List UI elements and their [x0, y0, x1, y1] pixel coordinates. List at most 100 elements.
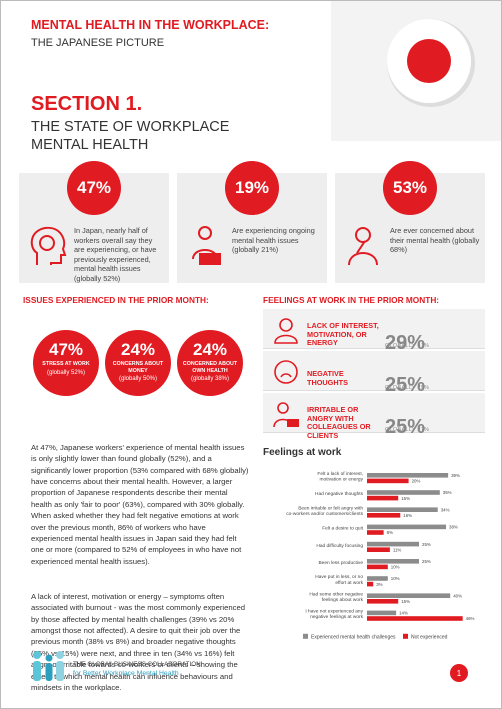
category-label: Had negative thoughts — [315, 491, 364, 497]
chart-title: Feelings at work — [263, 447, 342, 458]
header-subtitle: THE JAPANESE PICTURE — [31, 37, 165, 49]
footer-org: THE GLOBAL BUSINESS COLLABORATION — [73, 661, 201, 668]
page-number: 1 — [450, 664, 468, 682]
value-label: 25% — [422, 559, 431, 564]
category-label: Had difficulty focusing — [316, 543, 363, 549]
icon-negative — [274, 360, 298, 384]
value-label: 8% — [387, 530, 393, 535]
bar — [367, 507, 438, 512]
issue-label: CONCERNS ABOUT MONEY — [112, 361, 164, 374]
feeling-global: GLOBALLY 29% — [385, 384, 430, 391]
bar — [367, 616, 463, 621]
feeling-row: LACK OF INTEREST, MOTIVATION, OR ENERGY … — [263, 309, 485, 354]
issue-global: (globally 50%) — [118, 376, 158, 382]
bar — [367, 547, 390, 552]
footer-tagline: for Better Workplace Mental Health — [73, 670, 179, 677]
value-label: 20% — [412, 479, 421, 484]
bar — [367, 524, 447, 530]
chart: Feelings at work Felt a lack of interest,… — [263, 447, 475, 640]
issue-value: 47% — [48, 340, 84, 359]
issue-label: STRESS AT WORK — [42, 361, 90, 367]
category-label: Felt a lack of interest, motivation or en… — [317, 471, 363, 483]
feeling-global: GLOBALLY 41% — [385, 342, 430, 349]
icon-worried — [348, 227, 378, 266]
stat-text: Are experiencing ongoing mental health i… — [232, 226, 315, 255]
value-label: 35% — [443, 490, 452, 495]
issue-circle: 24% CONCERNED ABOUT OWN HEALTH (globally 3… — [177, 330, 243, 396]
stat-value: 47% — [67, 161, 121, 215]
body-paragraph: A lack of interest, motivation or energy… — [31, 591, 246, 692]
feeling-row: NEGATIVE THOUGHTS 25% GLOBALLY 29% — [263, 351, 485, 396]
value-label: 10% — [391, 565, 400, 570]
bar — [367, 541, 419, 547]
bar — [367, 610, 397, 616]
value-label: 16% — [403, 513, 412, 518]
category-label: I have not experienced any negative feeli… — [305, 609, 363, 621]
issues-heading: ISSUES EXPERIENCED IN THE PRIOR MONTH: — [23, 295, 209, 305]
feeling-label: LACK OF INTEREST, MOTIVATION, OR ENERGY — [307, 321, 379, 348]
legend-label: Not experienced — [411, 634, 448, 640]
feeling-value: 29% — [385, 332, 426, 354]
icon-low-energy — [274, 318, 298, 344]
icon-angry — [273, 402, 299, 428]
issue-value: 24% — [192, 340, 228, 359]
issue-circle: 47% STRESS AT WORK (globally 52%) — [33, 330, 99, 396]
stat-value: 53% — [383, 161, 437, 215]
bar — [367, 478, 409, 484]
stat-value: 19% — [225, 161, 279, 215]
category-label-line: Had some other negative — [309, 591, 363, 597]
category-label-line: Been irritable or felt angry with — [298, 505, 363, 511]
bar — [367, 490, 440, 495]
logo — [33, 651, 64, 681]
stat-text: In Japan, nearly half of workers overall… — [74, 226, 157, 283]
category-label-line: feelings about work — [322, 597, 364, 603]
bar — [367, 530, 384, 535]
category-label: Been irritable or felt angry with co-work… — [286, 505, 363, 517]
category-label-line: I have not experienced any — [305, 609, 363, 615]
value-label: 10% — [391, 576, 400, 581]
bar — [367, 473, 449, 478]
value-label: 25% — [422, 542, 431, 547]
bar — [367, 564, 388, 570]
feeling-label: NEGATIVE THOUGHTS — [307, 369, 348, 387]
value-label: 39% — [451, 473, 460, 478]
bar — [367, 599, 399, 604]
bar — [367, 593, 451, 598]
value-label: 15% — [401, 599, 410, 604]
stat-card: 53% Are ever concerned about their menta… — [335, 161, 485, 283]
icon-head — [30, 226, 67, 265]
feeling-label: IRRITABLE OR ANGRY WITH COLLEAGUES OR CL… — [307, 405, 371, 440]
legend-swatch — [303, 633, 308, 639]
value-label: 15% — [401, 496, 410, 501]
bar — [367, 576, 388, 581]
category-label: Had some other negative feelings about wo… — [309, 591, 363, 603]
stat-text: Are ever concerned about their mental he… — [390, 226, 480, 255]
value-label: 40% — [453, 593, 462, 598]
category-label-line: Have put in less, or no — [315, 574, 363, 580]
value-label: 11% — [393, 547, 402, 552]
issue-global: (globally 38%) — [190, 376, 230, 382]
feeling-row: IRRITABLE OR ANGRY WITH COLLEAGUES OR CL… — [263, 393, 485, 440]
value-label: 38% — [449, 525, 458, 530]
value-label: 46% — [466, 616, 475, 621]
header-title: MENTAL HEALTH IN THE WORKPLACE: — [31, 18, 270, 32]
feeling-value: 25% — [385, 374, 426, 396]
bar — [367, 559, 419, 564]
body-paragraph: At 47%, Japanese workers' experience of … — [31, 442, 249, 566]
feeling-global: GLOBALLY 27% — [385, 426, 430, 433]
category-label-line: effort at work — [335, 580, 363, 586]
category-label: Been less productive — [318, 560, 363, 566]
value-label: 14% — [399, 611, 408, 616]
issue-value: 24% — [120, 340, 156, 359]
category-label-line: motivation or energy — [320, 477, 364, 483]
flag-sun — [407, 39, 451, 83]
issue-global: (globally 52%) — [46, 369, 86, 376]
stat-card: 47% In Japan, nearly half of workers ove… — [19, 161, 169, 283]
value-label: 34% — [441, 507, 450, 512]
bar — [367, 513, 401, 518]
category-label-line: negative feelings at work — [310, 614, 363, 620]
issue-circle: 24% CONCERNS ABOUT MONEY (globally 50%) — [105, 330, 171, 396]
issue-label: CONCERNED ABOUT OWN HEALTH — [182, 361, 238, 374]
category-label-line: Felt a lack of interest, — [317, 471, 363, 477]
